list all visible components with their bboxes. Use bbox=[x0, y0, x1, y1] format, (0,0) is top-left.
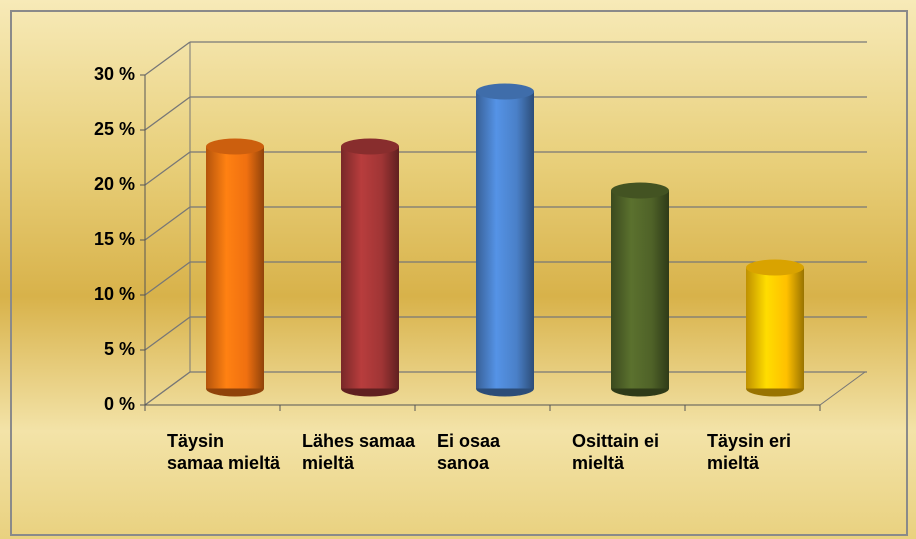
x-tick-label: Lähes samaa mieltä bbox=[302, 431, 416, 473]
frame bbox=[10, 10, 908, 536]
x-tick-label: Täysin samaa mieltä bbox=[167, 431, 281, 473]
bar bbox=[746, 267, 804, 389]
bar bbox=[206, 146, 264, 389]
bar-top bbox=[206, 138, 264, 155]
grid-line-side bbox=[144, 206, 191, 241]
y-tick-label: 15 % bbox=[94, 229, 135, 249]
bar-top bbox=[746, 259, 804, 276]
y-tick-label: 25 % bbox=[94, 119, 135, 139]
grid-line-side bbox=[144, 41, 191, 76]
grid-line-side bbox=[144, 96, 191, 131]
y-tick-label: 20 % bbox=[94, 174, 135, 194]
y-tick-label: 10 % bbox=[94, 284, 135, 304]
bar bbox=[341, 146, 399, 389]
bar-top bbox=[341, 138, 399, 155]
x-tick-label: Ei osaa sanoa bbox=[437, 431, 501, 473]
x-tick-label: Täysin eri mieltä bbox=[707, 431, 792, 473]
bar-top bbox=[611, 182, 669, 199]
grid-line-side bbox=[144, 371, 191, 406]
grid-line-side bbox=[144, 316, 191, 351]
y-tick-label: 30 % bbox=[94, 64, 135, 84]
grid-line-side bbox=[144, 261, 191, 296]
y-tick-label: 5 % bbox=[104, 339, 135, 359]
bar bbox=[611, 190, 669, 389]
y-tick-label: 0 % bbox=[104, 394, 135, 414]
bar bbox=[476, 91, 534, 389]
grid-line-side bbox=[144, 151, 191, 186]
x-tick-label: Osittain ei mieltä bbox=[572, 431, 660, 473]
bar-top bbox=[476, 83, 534, 100]
